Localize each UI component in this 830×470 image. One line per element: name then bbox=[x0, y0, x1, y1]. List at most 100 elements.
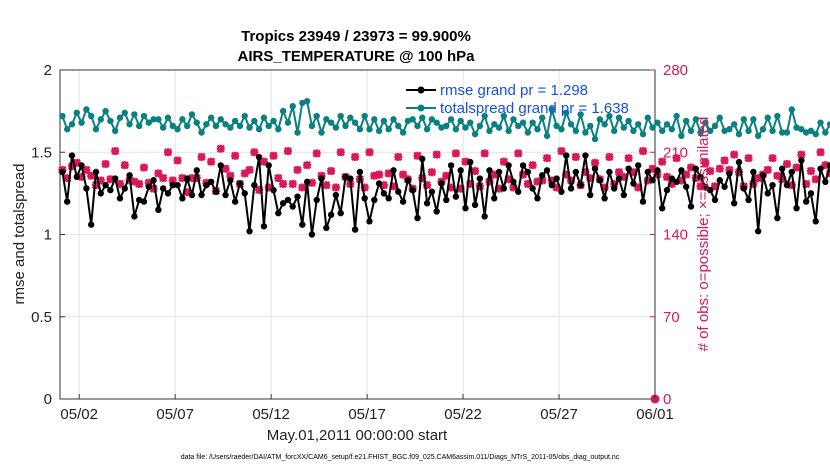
totalspread-point bbox=[279, 107, 287, 115]
rmse-point bbox=[443, 196, 450, 204]
rmse-point bbox=[601, 195, 608, 202]
rmse-point bbox=[778, 165, 786, 172]
rmse-point bbox=[481, 213, 488, 220]
x-tick-label: 05/27 bbox=[540, 406, 578, 423]
rmse-point bbox=[313, 196, 320, 204]
rmse-point bbox=[754, 228, 762, 235]
assimilated-count-marker bbox=[773, 171, 782, 180]
assimilated-count-marker bbox=[523, 179, 532, 189]
totalspread-point bbox=[356, 126, 364, 133]
totalspread-point bbox=[428, 116, 436, 123]
rmse-point bbox=[222, 191, 229, 199]
rmse-point bbox=[611, 185, 618, 192]
totalspread-point bbox=[702, 119, 709, 126]
rmse-point bbox=[126, 172, 133, 179]
rmse-point bbox=[764, 190, 771, 197]
assimilated-count-marker bbox=[629, 168, 638, 177]
y-right-tick-label: 280 bbox=[663, 62, 688, 79]
assimilated-count-marker bbox=[120, 161, 129, 170]
totalspread-point bbox=[788, 106, 795, 113]
assimilated-count-marker bbox=[562, 170, 571, 179]
rmse-point bbox=[116, 195, 124, 202]
assimilated-count-marker bbox=[298, 183, 307, 192]
totalspread-point bbox=[102, 107, 109, 115]
assimilated-count-marker bbox=[312, 149, 321, 158]
legend-totalspread-label: totalspread grand pr = 1.638 bbox=[440, 100, 629, 117]
totalspread-point bbox=[169, 122, 176, 130]
totalspread-point bbox=[654, 119, 661, 126]
rmse-point bbox=[337, 209, 344, 217]
totalspread-point bbox=[385, 126, 392, 133]
assimilated-count-marker bbox=[231, 151, 240, 160]
rmse-point bbox=[726, 170, 733, 177]
assimilated-count-marker bbox=[806, 167, 815, 176]
rmse-point bbox=[351, 226, 359, 233]
x-tick-label: 05/22 bbox=[444, 406, 482, 423]
rmse-point bbox=[486, 167, 493, 174]
rmse-point bbox=[635, 162, 642, 169]
totalspread-point bbox=[687, 127, 695, 135]
rmse-point bbox=[318, 175, 325, 182]
assimilated-count-marker bbox=[768, 154, 777, 163]
rmse-point bbox=[289, 203, 296, 210]
assimilated-count-marker bbox=[456, 184, 465, 193]
assimilated-count-marker bbox=[384, 169, 393, 178]
rmse-point bbox=[371, 196, 378, 204]
assimilated-count-marker bbox=[701, 158, 710, 167]
rmse-point bbox=[587, 191, 594, 199]
rmse-point bbox=[68, 152, 76, 159]
totalspread-point bbox=[716, 114, 723, 121]
totalspread-point bbox=[711, 122, 719, 130]
assimilated-count-marker bbox=[192, 174, 201, 183]
rmse-point bbox=[155, 206, 162, 214]
totalspread-point bbox=[649, 124, 656, 131]
series-totalspread bbox=[59, 98, 830, 143]
assimilated-count-marker bbox=[552, 183, 561, 192]
totalspread-point bbox=[553, 122, 560, 130]
rmse-point bbox=[543, 167, 551, 174]
totalspread-point bbox=[730, 121, 738, 128]
rmse-point bbox=[275, 209, 282, 217]
rmse-point bbox=[188, 191, 196, 199]
rmse-point bbox=[299, 221, 306, 228]
rmse-point bbox=[687, 203, 695, 210]
rmse-point bbox=[774, 214, 781, 222]
rmse-point bbox=[78, 162, 85, 169]
rmse-point bbox=[423, 200, 431, 207]
rmse-point bbox=[730, 200, 738, 207]
rmse-point bbox=[462, 204, 469, 212]
rmse-point bbox=[615, 175, 623, 182]
rmse-point bbox=[159, 185, 167, 192]
totalspread-point bbox=[361, 112, 368, 120]
assimilated-count-marker bbox=[423, 181, 432, 190]
totalspread-point bbox=[97, 116, 104, 123]
assimilated-count-marker bbox=[255, 185, 264, 194]
rmse-point bbox=[706, 186, 714, 194]
assimilated-count-marker bbox=[259, 157, 268, 166]
rmse-point bbox=[111, 175, 119, 182]
totalspread-point bbox=[179, 116, 186, 123]
rmse-point bbox=[519, 162, 527, 169]
totalspread-point bbox=[735, 130, 743, 138]
assimilated-count-marker bbox=[91, 181, 101, 190]
totalspread-point bbox=[414, 122, 421, 130]
totalspread-point bbox=[807, 127, 815, 135]
assimilated-count-marker bbox=[442, 171, 451, 180]
rmse-point bbox=[529, 185, 536, 192]
rmse-point bbox=[553, 175, 560, 182]
totalspread-point bbox=[764, 114, 771, 121]
totalspread-point bbox=[155, 116, 162, 123]
rmse-point bbox=[131, 213, 138, 220]
rmse-point bbox=[217, 162, 224, 169]
totalspread-point bbox=[798, 126, 805, 133]
totalspread-point bbox=[826, 121, 830, 128]
totalspread-point bbox=[822, 129, 829, 136]
legend-rmse-label: rmse grand pr = 1.298 bbox=[440, 82, 588, 99]
assimilated-count-marker bbox=[686, 163, 696, 172]
totalspread-point bbox=[495, 124, 503, 131]
assimilated-count-marker bbox=[672, 154, 681, 163]
assimilated-count-marker bbox=[168, 176, 177, 185]
totalspread-point bbox=[294, 129, 301, 136]
rmse-point bbox=[500, 185, 508, 192]
rmse-point bbox=[539, 172, 546, 179]
